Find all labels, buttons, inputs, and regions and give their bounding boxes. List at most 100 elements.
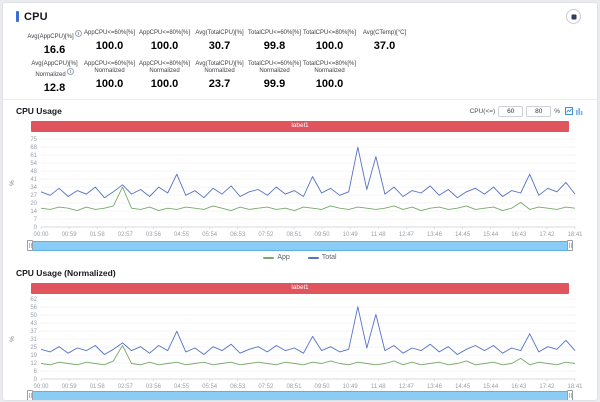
y-tick-label: 54 (30, 161, 37, 167)
y-tick-label: 61 (30, 153, 37, 159)
x-tick-label: 14:45 (455, 384, 471, 390)
y-tick-label: 0 (34, 225, 38, 231)
datazoom-slider[interactable] (27, 390, 573, 400)
stat-value: 99.9 (263, 78, 286, 90)
x-tick-label: 01:58 (90, 232, 106, 238)
y-axis-name: % (9, 336, 16, 342)
panel-title: CPU (24, 10, 48, 23)
y-axis-name: % (9, 180, 16, 186)
datazoom-right-handle[interactable] (567, 240, 573, 251)
x-tick-label: 09:50 (315, 384, 331, 390)
threshold-unit: % (554, 107, 560, 115)
x-tick-label: 03:56 (146, 384, 162, 390)
x-tick-label: 11:48 (371, 232, 386, 238)
x-tick-label: 02:57 (118, 232, 134, 238)
bar-chart-icon[interactable] (575, 107, 583, 115)
x-tick-label: 06:53 (230, 384, 246, 390)
panel-header: CPU (3, 3, 597, 26)
panel-action-button[interactable] (566, 9, 581, 24)
y-tick-label: 0 (34, 377, 38, 383)
chart-legend: App Total (3, 254, 597, 262)
stat-sublabel: Normalized (259, 68, 290, 74)
x-tick-label: 07:52 (258, 232, 274, 238)
stat-value: 100.0 (150, 40, 179, 52)
x-tick-label: 13:46 (427, 232, 443, 238)
stat-value: 16.6 (43, 44, 66, 56)
stat-value: 100.0 (95, 40, 124, 52)
stat-cell: AppCPU<=60%[%] Normalized 100.0 (82, 61, 137, 94)
stat-value: 99.8 (263, 40, 286, 52)
legend-label: Total (321, 254, 337, 261)
stat-cell: Avg(TotalCPU)[%] Normalized 23.7 (192, 61, 247, 94)
x-tick-label: 17:42 (539, 384, 555, 390)
stat-value: 100.0 (150, 78, 179, 90)
stat-sublabel: Normalized (314, 68, 345, 74)
stat-value: 30.7 (208, 40, 231, 52)
datazoom-slider[interactable] (27, 240, 573, 251)
total-series-line (40, 146, 576, 199)
stat-value: 100.0 (315, 40, 344, 52)
x-tick-label: 00:00 (33, 384, 49, 390)
legend-item-app[interactable]: App (263, 254, 290, 262)
x-tick-label: 17:42 (539, 232, 555, 238)
section-title: CPU Usage (16, 106, 62, 116)
y-tick-label: 14 (30, 209, 37, 215)
app-series-line (40, 345, 576, 366)
stat-label: Avg(CTemp)[°C] (362, 30, 407, 36)
stat-label: TotalCPU<=80%[%] (302, 61, 357, 67)
stat-label: Avg(AppCPU)[%] (31, 61, 78, 67)
x-tick-label: 01:58 (90, 384, 106, 390)
stat-cell: Avg(CTemp)[°C] 37.0 (357, 30, 412, 56)
stat-label: AppCPU<=60%[%] (83, 30, 136, 36)
line-chart-icon[interactable] (565, 107, 573, 115)
cpu-threshold-input-2[interactable] (526, 105, 552, 117)
app-series-line (40, 186, 576, 212)
x-tick-label: 11:48 (371, 384, 386, 390)
info-icon[interactable] (66, 68, 74, 75)
stat-label: Avg(TotalCPU)[%] (195, 30, 244, 36)
y-tick-label: 43 (30, 321, 37, 327)
total-series-line (40, 306, 576, 355)
x-tick-label: 00:59 (62, 384, 78, 390)
y-tick-label: 75 (30, 137, 37, 143)
divider (3, 99, 597, 100)
stat-value: 23.7 (208, 78, 231, 90)
x-tick-label: 03:56 (146, 232, 162, 238)
y-tick-label: 37 (30, 329, 37, 335)
y-tick-label: 6 (34, 369, 38, 375)
x-tick-label: 15:44 (483, 232, 499, 238)
datazoom-right-handle[interactable] (567, 390, 573, 400)
cpu-usage-normalized-chart: 62 56 50 43 37 31 25 19 12 6 0% 00:00 00:59 01:58 02:5… (9, 297, 583, 390)
stat-label: AppCPU<=60%[%] (83, 61, 136, 67)
x-tick-label: 14:45 (455, 232, 471, 238)
y-tick-label: 20 (30, 201, 37, 207)
x-tick-label: 13:46 (427, 384, 443, 390)
stat-cell: Avg(TotalCPU)[%] 30.7 (192, 30, 247, 56)
x-tick-label: 06:53 (230, 232, 246, 238)
info-icon[interactable] (74, 30, 82, 37)
stat-label: TotalCPU<=60%[%] (247, 30, 302, 36)
cpu-threshold-input-1[interactable] (498, 105, 524, 117)
section-title: CPU Usage (Normalized) (16, 268, 116, 278)
x-tick-label: 10:49 (343, 384, 359, 390)
stat-value: 37.0 (373, 40, 396, 52)
cpu-usage-normalized-section: CPU Usage (Normalized) label1 62 56 50 43 37… (3, 262, 597, 400)
legend-label: App (277, 254, 290, 261)
y-tick-label: 7 (34, 217, 38, 223)
stat-cell: AppCPU<=60%[%] 100.0 (82, 30, 137, 56)
stats-row-2: Avg(AppCPU)[%] Normalized 12.8 AppCPU<=60%[… (27, 61, 597, 99)
stat-cell: AppCPU<=80%[%] Normalized 100.0 (137, 61, 192, 94)
y-tick-label: 19 (30, 353, 37, 359)
stat-sublabel: Normalized (149, 68, 180, 74)
datazoom-left-handle[interactable] (27, 390, 33, 400)
x-tick-label: 05:54 (202, 232, 218, 238)
stat-cell: Avg(AppCPU)[%] 16.6 (27, 30, 82, 56)
legend-item-total[interactable]: Total (307, 254, 337, 262)
y-tick-label: 62 (30, 297, 37, 303)
datazoom-left-handle[interactable] (27, 240, 33, 251)
stat-label: Avg(AppCPU)[%] (27, 30, 82, 41)
stat-label: AppCPU<=80%[%] (138, 61, 191, 67)
x-tick-label: 16:43 (511, 232, 527, 238)
legend-marker (263, 257, 275, 259)
